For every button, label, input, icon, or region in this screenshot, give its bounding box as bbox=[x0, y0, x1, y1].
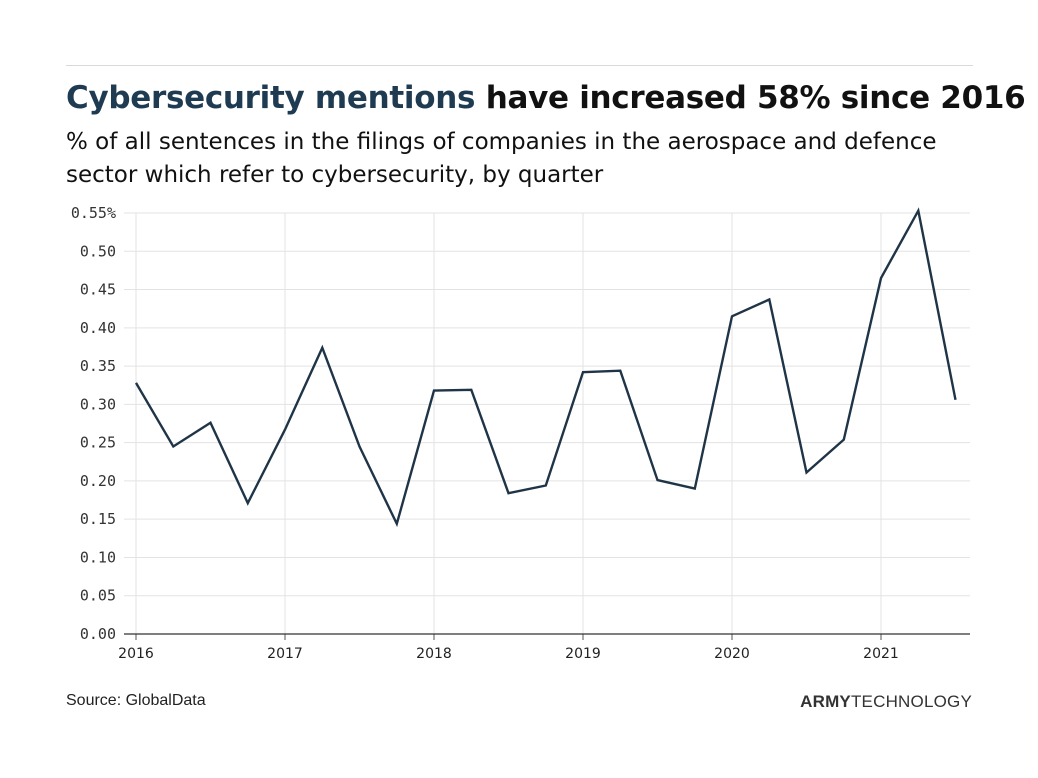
y-tick-label: 0.25 bbox=[80, 434, 116, 452]
x-tick-label: 2019 bbox=[565, 646, 601, 662]
title-highlight: Cybersecurity mentions bbox=[66, 80, 476, 116]
gridlines bbox=[124, 212, 970, 634]
brand-light: TECHNOLOGY bbox=[850, 692, 972, 711]
y-tick-label: 0.35 bbox=[80, 357, 116, 375]
y-tick-label: 0.45 bbox=[80, 281, 116, 299]
chart-title: Cybersecurity mentions have increased 58… bbox=[66, 80, 1026, 116]
x-tick-label: 2020 bbox=[714, 646, 750, 662]
y-tick-label: 0.10 bbox=[80, 548, 116, 566]
y-tick-label: 0.00 bbox=[80, 625, 116, 643]
x-tick-label: 2016 bbox=[118, 646, 154, 662]
y-tick-label: 0.55% bbox=[71, 204, 116, 222]
tick-labels: 0.55% 0.50 0.45 0.40 0.35 0.30 0.25 0.20 0.15 0.1… bbox=[71, 204, 899, 662]
title-rest: have increased 58% since 2016 bbox=[485, 80, 1026, 116]
x-tick-label: 2021 bbox=[863, 646, 899, 662]
x-tick-label: 2017 bbox=[267, 646, 303, 662]
y-tick-label: 0.50 bbox=[80, 242, 116, 260]
brand-bold: ARMY bbox=[800, 692, 851, 711]
y-tick-label: 0.30 bbox=[80, 395, 116, 413]
y-tick-label: 0.40 bbox=[80, 319, 116, 337]
x-tick-label: 2018 bbox=[416, 646, 452, 662]
series-line-group bbox=[134, 207, 957, 528]
series-line bbox=[134, 207, 957, 528]
y-tick-label: 0.05 bbox=[80, 587, 116, 605]
brand-logo: ARMYTECHNOLOGY bbox=[800, 692, 972, 712]
y-tick-label: 0.15 bbox=[80, 510, 116, 528]
top-divider bbox=[66, 65, 973, 66]
y-tick-label: 0.20 bbox=[80, 472, 116, 490]
axes bbox=[124, 633, 970, 640]
source-note: Source: GlobalData bbox=[66, 692, 206, 709]
chart-subtitle: % of all sentences in the filings of com… bbox=[66, 129, 937, 188]
